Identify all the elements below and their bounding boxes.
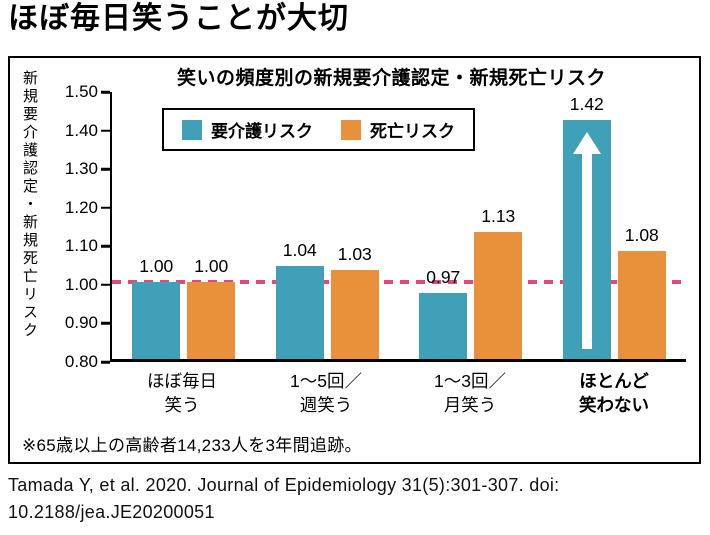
bar-fill [275,266,324,359]
bar-group: 1.42 1.08 [543,92,687,359]
legend-label: 死亡リスク [370,122,455,141]
page-title: ほぼ毎日笑うことが大切 [8,2,349,35]
bar: 1.03 [330,244,379,359]
bar-group: 0.97 1.13 [399,92,543,359]
legend-item: 要介護リスク [182,117,313,142]
bar: 1.08 [617,225,666,359]
plot-area: 1.00 1.00 1.04 1.03 0.97 1.13 1.42 1.08 1.50 1.4… [65,82,686,371]
bar-fill [330,270,379,359]
up-arrow-icon [572,131,601,154]
y-axis-tick-label: 1.50 [64,82,98,101]
y-axis-tick-mark [101,206,110,209]
bar-value-label: 1.00 [194,255,229,276]
chart-title: 笑いの頻度別の新規要介護認定・新規死亡リスク [176,68,606,89]
bar: 1.04 [275,240,324,359]
bar-value-label: 0.97 [426,267,461,288]
y-axis-tick-label: 0.80 [64,352,98,371]
plot-inner: 1.00 1.00 1.04 1.03 0.97 1.13 1.42 1.08 [110,92,686,362]
bar-group: 1.00 1.00 [112,92,256,359]
y-axis-tick-mark [101,167,110,171]
bar-fill [187,281,236,359]
x-axis-label: ほとんど 笑わない [579,371,649,415]
y-axis-tick-label: 1.00 [64,274,98,294]
bar-value-label: 1.04 [282,240,317,261]
y-axis-tick-label: 1.20 [64,197,98,217]
bar-value-label: 1.00 [139,255,174,276]
chart-frame: 笑いの頻度別の新規要介護認定・新規死亡リスク 新規要介護認定・新規死亡リスク 要… [8,56,701,464]
baseline-dashed-line [112,280,686,284]
citation-line2: 10.2188/jea.JE20200051 [8,502,215,522]
y-axis-tick-mark [101,322,110,325]
y-axis-tick-label: 1.10 [64,236,98,256]
bar-fill [419,293,468,359]
bar-fill [132,281,181,359]
up-arrow-stem [581,151,592,349]
bar-fill [474,231,523,359]
legend-item: 死亡リスク [341,117,455,142]
x-axis-labels: ほぼ毎日 笑う 1〜5回／ 週笑う 1〜3回／ 月笑う ほとんど 笑わない [110,370,686,417]
legend: 要介護リスク 死亡リスク [162,108,475,151]
bar: 0.97 [419,267,468,359]
y-axis-label: 新規要介護認定・新規死亡リスク [21,70,38,340]
bar-value-label: 1.42 [569,93,604,114]
legend-swatch [341,119,361,140]
bar: 1.00 [132,256,181,359]
citation: Tamada Y, et al. 2020. Journal of Epidem… [8,472,702,526]
bar-value-label: 1.13 [481,205,516,226]
y-axis-tick-label: 0.90 [64,313,98,333]
bar-value-label: 1.03 [337,244,372,265]
x-axis-label: ほぼ毎日 笑う [147,371,217,415]
y-axis-tick-mark [101,360,110,364]
y-axis-tick-label: 1.30 [64,159,98,179]
citation-line1: Tamada Y, et al. 2020. Journal of Epidem… [8,475,560,495]
y-axis-tick-mark [101,283,110,287]
bar-fill [617,251,666,359]
bar: 1.00 [187,256,236,359]
bar: 1.13 [474,206,523,359]
y-axis-tick-mark [101,90,110,94]
bar-fill [562,119,611,359]
y-axis-tick-mark [101,245,110,248]
legend-swatch [182,119,202,140]
x-axis-label: 1〜5回／ 週笑う [290,371,362,415]
bar-value-label: 1.08 [624,225,659,245]
y-axis-tick-mark [101,129,110,132]
x-axis-label: 1〜3回／ 月笑う [434,371,506,415]
bar: 1.42 [562,94,611,359]
y-axis-tick-label: 1.40 [64,120,98,140]
legend-label: 要介護リスク [211,122,313,141]
chart-footnote: ※65歳以上の高齢者14,233人を3年間追跡。 [22,436,362,455]
bar-group: 1.04 1.03 [256,92,400,359]
